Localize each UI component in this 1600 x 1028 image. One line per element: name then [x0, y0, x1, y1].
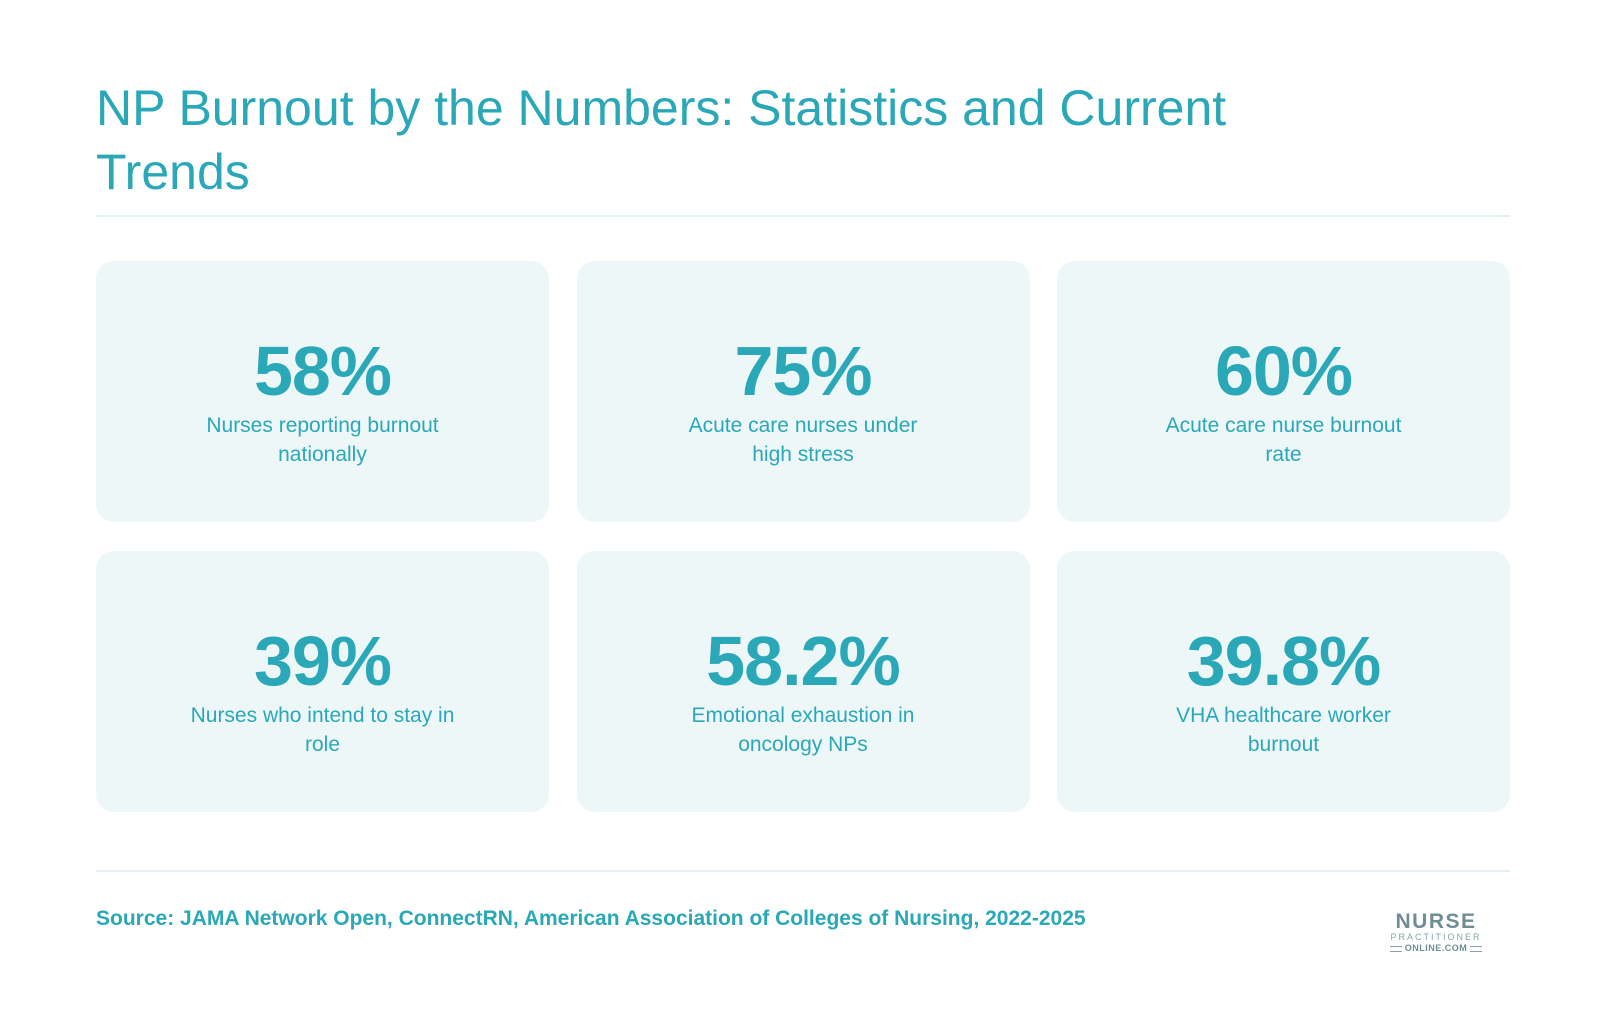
stat-value: 58%: [253, 332, 392, 410]
stat-value: 60%: [1214, 332, 1353, 410]
stat-label: Nurses reporting burnout nationally: [206, 414, 439, 466]
stats-grid: 58% Nurses reporting burnout nationally …: [96, 261, 1510, 812]
logo-rule-left: [1389, 945, 1402, 952]
stat-value: 58.2%: [706, 622, 900, 700]
stat-label: Acute care nurse burnout rate: [1165, 414, 1402, 466]
page-title: NP Burnout by the Numbers: Statistics an…: [96, 80, 1227, 200]
stat-card: 58% Nurses reporting burnout nationally: [96, 261, 549, 522]
logo-wordmark: NURSE: [1395, 910, 1477, 933]
stat-label: VHA healthcare worker burnout: [1176, 704, 1391, 756]
stat-label: Acute care nurses under high stress: [688, 414, 918, 466]
source-citation: Source: JAMA Network Open, ConnectRN, Am…: [96, 907, 1086, 930]
stat-label: Emotional exhaustion in oncology NPs: [691, 704, 915, 756]
stat-card: 39.8% VHA healthcare worker burnout: [1057, 551, 1510, 812]
stat-card: 39% Nurses who intend to stay in role: [96, 551, 549, 812]
stat-card: 60% Acute care nurse burnout rate: [1057, 261, 1510, 522]
logo-domain-row: ONLINE.COM: [1380, 943, 1492, 954]
stat-value: 39%: [253, 622, 392, 700]
stat-card: 58.2% Emotional exhaustion in oncology N…: [576, 551, 1030, 812]
stat-card: 75% Acute care nurses under high stress: [576, 261, 1030, 522]
header-divider: [96, 215, 1510, 217]
footer-divider: [96, 870, 1510, 872]
stat-value: 75%: [734, 332, 872, 410]
stat-label: Nurses who intend to stay in role: [190, 704, 455, 756]
stat-value: 39.8%: [1186, 622, 1381, 700]
logo-domain: ONLINE.COM: [1404, 943, 1468, 953]
logo-rule-right: [1470, 945, 1483, 952]
logo-subtitle: PRACTITIONER: [1390, 932, 1482, 942]
brand-logo: NURSE PRACTITIONER ONLINE.COM: [1380, 910, 1492, 954]
